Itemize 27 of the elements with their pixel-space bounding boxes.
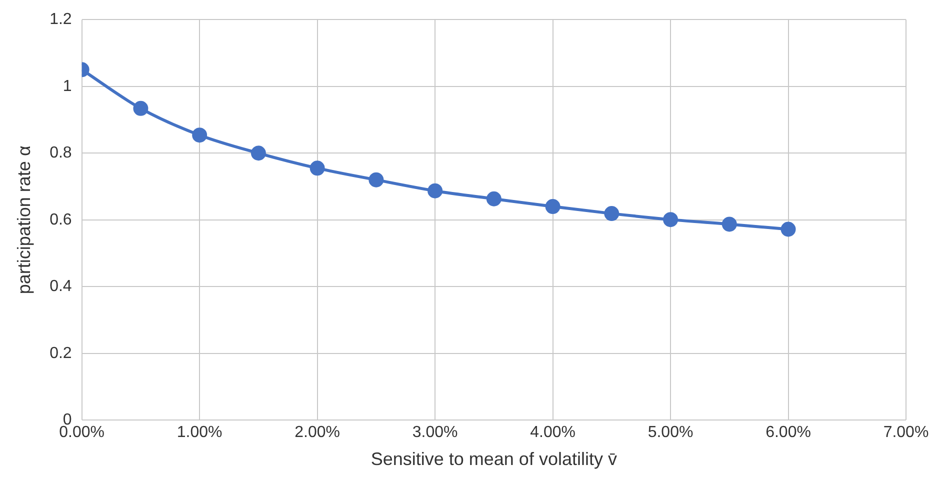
y-axis-title: participation rate α [14, 146, 34, 294]
x-axis-title: Sensitive to mean of volatility v̄ [370, 449, 617, 470]
x-tick-label: 6.00% [766, 424, 811, 442]
point [133, 100, 148, 116]
x-tick-label: 2.00% [294, 424, 340, 442]
point [428, 183, 443, 198]
x-tick-label: 5.00% [648, 424, 694, 442]
point [250, 146, 266, 161]
point [545, 199, 560, 214]
point [780, 222, 796, 237]
y-tick-label: 0.8 [50, 144, 72, 162]
point [604, 206, 620, 222]
y-tick-label: 0.2 [50, 344, 72, 362]
y-tick-label: 1.2 [50, 11, 72, 28]
point [722, 216, 737, 232]
x-tick-label: 4.00% [530, 424, 576, 442]
y-tick-label: 1 [62, 78, 72, 95]
x-tick-label: 7.00% [883, 424, 929, 442]
point [486, 191, 502, 206]
point [310, 160, 325, 176]
point [368, 172, 384, 188]
point [192, 128, 208, 143]
x-tick-label: 3.00% [412, 424, 458, 442]
point [663, 212, 678, 228]
x-tick-label: 1.00% [176, 424, 222, 442]
y-tick-label: 0.6 [50, 211, 72, 228]
y-tick-label: 0.4 [50, 278, 72, 296]
